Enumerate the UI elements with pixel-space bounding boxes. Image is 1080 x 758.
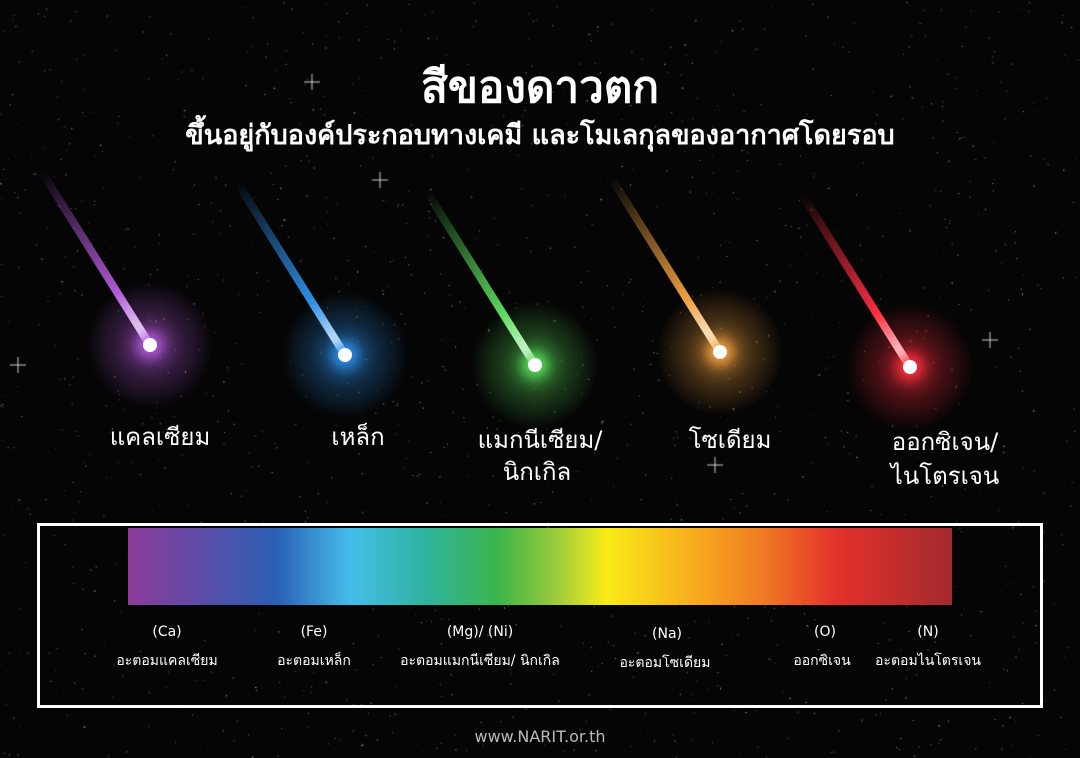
element-symbol-na: (Na) [652, 626, 682, 642]
meteor-label-magnesium: แมกนีเซียม/ [477, 426, 603, 454]
website-link[interactable]: www.NARIT.or.th [474, 727, 606, 746]
meteor-label-nitrogen: ไนโตรเจน [890, 462, 1000, 490]
element-symbol-ca: (Ca) [152, 624, 182, 640]
element-name-n: อะตอมไนโตรเจน [875, 653, 981, 669]
meteor-label-oxygen: ออกซิเจน/ [891, 428, 999, 456]
element-name-na: อะตอมโซเดียม [619, 655, 711, 671]
meteor-head-calcium [143, 338, 157, 352]
element-symbol-fe: (Fe) [300, 624, 328, 640]
page-subtitle: ขึ้นอยู่กับองค์ประกอบทางเคมี และโมเลกุลข… [185, 120, 895, 151]
spectrum-frame [37, 523, 1043, 708]
element-name-o: ออกซิเจน [793, 653, 851, 669]
element-name-ca: อะตอมแคลเซียม [116, 653, 218, 669]
element-symbol-mg-ni: (Mg)/ (Ni) [446, 624, 514, 640]
meteor-label-calcium: แคลเซียม [109, 423, 211, 451]
color-spectrum-bar [128, 528, 952, 605]
element-symbol-o: (O) [814, 624, 836, 640]
meteor-label-nickel: นิกเกิล [502, 458, 572, 486]
element-name-mg-ni: อะตอมแมกนีเซียม/ นิกเกิล [400, 653, 560, 669]
meteor-head-oxygen-nitrogen [903, 360, 917, 374]
element-name-fe: อะตอมเหล็ก [277, 653, 351, 669]
meteor-head-iron [338, 348, 352, 362]
element-symbol-n: (N) [917, 624, 939, 640]
meteor-label-iron: เหล็ก [331, 423, 385, 451]
page-title: สีของดาวตก [420, 62, 660, 113]
meteor-label-sodium: โซเดียม [688, 426, 772, 454]
meteor-head-sodium [713, 345, 727, 359]
meteor-head-magnesium-nickel [528, 358, 542, 372]
